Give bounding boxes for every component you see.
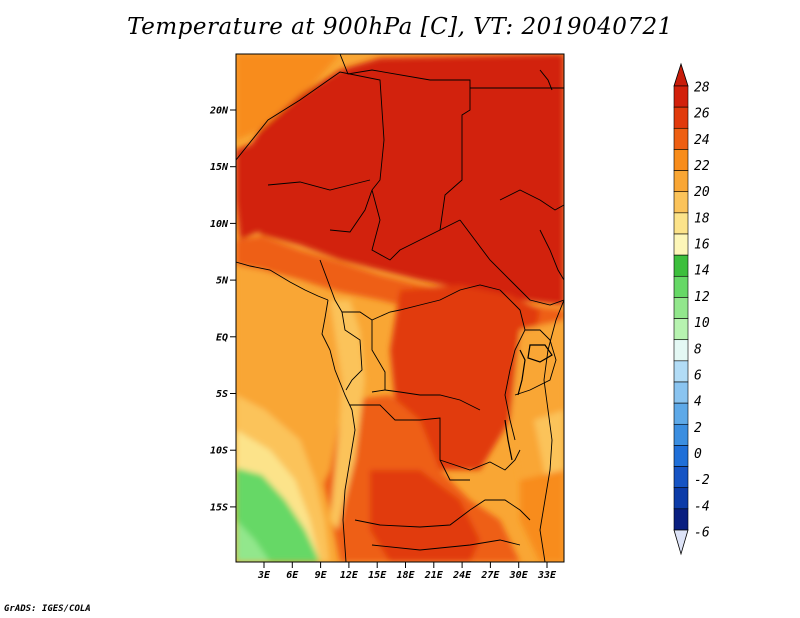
colorbar-swatch: [673, 191, 689, 214]
colorbar-label: 4: [694, 395, 702, 410]
colorbar-swatch: [673, 381, 689, 404]
longitude-axis: 3E 6E 9E 12E 15E 18E 21E 24E 27E 30E 33E: [257, 562, 557, 581]
colorbar-swatch: [673, 423, 689, 446]
lat-tick-label: 5S: [216, 389, 228, 400]
colorbar-swatch: [673, 466, 689, 489]
lon-tick-label: 21E: [424, 570, 444, 581]
lon-tick-label: 9E: [315, 570, 328, 581]
colorbar-label: 24: [694, 133, 710, 148]
colorbar-swatch: [673, 360, 689, 383]
temperature-field: [236, 54, 564, 562]
colorbar-label: 22: [694, 159, 710, 174]
lon-tick-label: 27E: [480, 570, 500, 581]
colorbar-label: 28: [694, 81, 710, 96]
lat-tick-label: 15S: [210, 502, 228, 513]
lat-tick-label: 5N: [216, 276, 229, 287]
lon-tick-label: 24E: [452, 570, 472, 581]
colorbar-label: 6: [694, 368, 702, 383]
colorbar-swatch: [673, 318, 689, 341]
colorbar-swatch: [673, 233, 689, 256]
colorbar-swatch: [673, 127, 689, 150]
colorbar-swatch: [673, 402, 689, 425]
map-frame: [235, 53, 565, 563]
colorbar-swatch: [673, 275, 689, 298]
colorbar-label: 8: [694, 342, 702, 357]
colorbar-swatch: [673, 445, 689, 467]
latitude-axis: 20N 15N 10N 5N EQ 5S 10S 15S: [209, 106, 236, 513]
colorbar-swatch: [673, 297, 689, 319]
colorbar-swatch: [673, 487, 689, 510]
colorbar-label: 16: [694, 238, 710, 253]
colorbar-label: 14: [694, 264, 710, 279]
colorbar-swatch: [673, 106, 689, 129]
colorbar-swatch: [673, 508, 689, 531]
lat-tick-label: EQ: [216, 332, 228, 343]
colorbar-label: 10: [694, 316, 710, 331]
colorbar-swatch: [673, 149, 689, 171]
lon-tick-label: 6E: [286, 570, 299, 581]
lon-tick-label: 18E: [396, 570, 415, 581]
colorbar-label: -6: [694, 526, 710, 541]
colorbar-under-arrow: [673, 529, 689, 556]
colorbar-label: 2: [694, 421, 702, 436]
lon-tick-label: 12E: [340, 570, 359, 581]
colorbar-label: 20: [694, 185, 710, 200]
lon-tick-label: 3E: [257, 570, 271, 581]
lon-tick-label: 15E: [368, 570, 387, 581]
colorbar-swatch: [673, 85, 689, 108]
colorbar-label: -2: [694, 473, 710, 488]
colorbar-swatch: [673, 170, 689, 193]
colorbar-swatch: [673, 254, 689, 277]
colorbar-label: 18: [694, 211, 710, 226]
lon-tick-label: 33E: [537, 570, 557, 581]
lat-tick-label: 15N: [210, 162, 229, 173]
lat-tick-label: 20N: [209, 106, 229, 117]
colorbar-label: 0: [694, 447, 702, 462]
colorbar-label: 12: [694, 290, 710, 305]
colorbar-label: -4: [694, 499, 710, 514]
colorbar-over-arrow: [673, 62, 689, 87]
colorbar-swatch: [673, 212, 689, 235]
country-borders: [236, 54, 564, 562]
grads-credit: GrADS: IGES/COLA: [4, 604, 91, 614]
colorbar-label: 26: [694, 107, 710, 122]
lat-tick-label: 10N: [210, 219, 229, 230]
lat-tick-label: 10S: [210, 446, 228, 457]
lon-tick-label: 30E: [509, 570, 529, 581]
map-title: Temperature at 900hPa [C], VT: 201904072…: [127, 14, 673, 40]
colorbar-swatch: [673, 339, 689, 362]
